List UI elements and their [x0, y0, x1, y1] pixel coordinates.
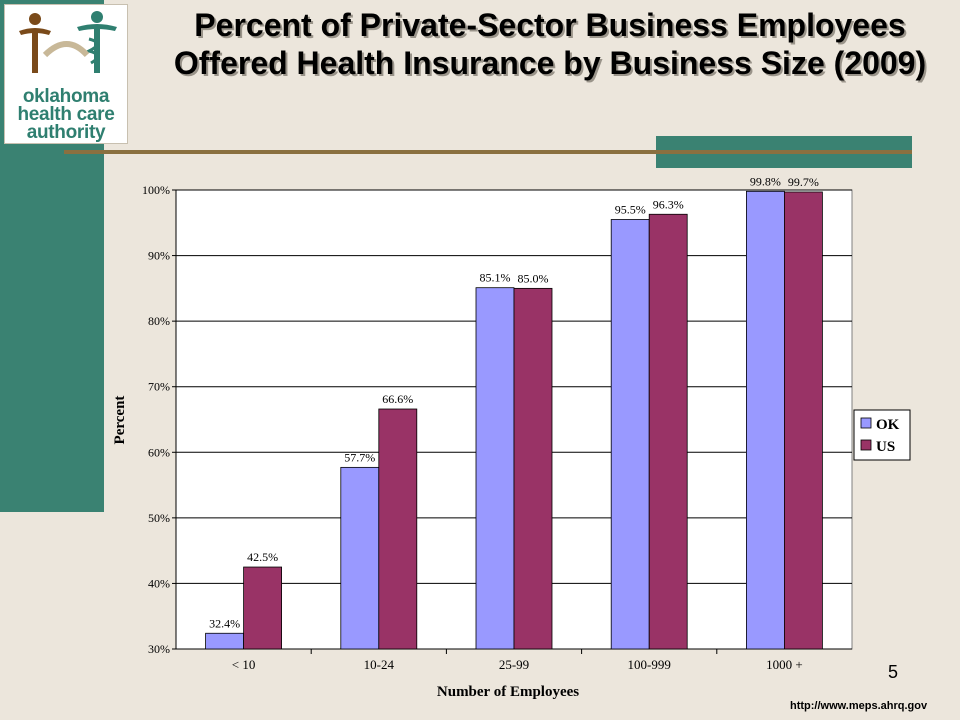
legend-swatch-ok	[860, 417, 872, 429]
x-tick-label: 100-999	[628, 657, 671, 672]
data-label-ok-2: 85.1%	[480, 271, 511, 285]
x-tick-label: 1000 +	[766, 657, 803, 672]
data-label-ok-1: 57.7%	[344, 450, 375, 464]
logo-text-line1: oklahoma	[22, 86, 110, 107]
y-tick-label: 80%	[148, 314, 170, 328]
bar-us-4	[784, 191, 823, 650]
y-tick-label: 40%	[148, 576, 170, 590]
data-label-ok-4: 99.8%	[750, 174, 781, 188]
bar-us-0	[243, 566, 283, 650]
bar-ok-1	[340, 466, 380, 650]
bar-ok-2	[475, 287, 515, 650]
y-tick-label: 30%	[148, 642, 170, 656]
oha-logo: oklahoma health care authority	[4, 4, 128, 144]
legend-label-us: US	[876, 439, 895, 455]
page-number: 5	[888, 662, 899, 682]
y-tick-label: 70%	[148, 380, 170, 394]
bar-ok-3	[610, 219, 650, 650]
y-tick-label: 60%	[148, 445, 170, 459]
x-tick-label: < 10	[232, 657, 256, 672]
y-axis-title: Percent	[112, 396, 128, 445]
logo-text-line3: authority	[26, 122, 106, 143]
data-label-us-0: 42.5%	[247, 550, 278, 564]
data-label-us-2: 85.0%	[518, 271, 549, 285]
y-tick-label: 100%	[142, 183, 170, 197]
data-label-us-4: 99.7%	[788, 175, 819, 189]
bar-us-2	[513, 287, 553, 650]
x-tick-label: 25-99	[499, 657, 529, 672]
slide-title: Percent of Private-Sector Business Emplo…	[173, 7, 927, 81]
x-tick-label: 10-24	[364, 657, 395, 672]
logo-figures-icon	[19, 11, 117, 73]
data-label-ok-0: 32.4%	[209, 616, 240, 630]
y-tick-label: 50%	[148, 511, 170, 525]
bar-us-3	[648, 213, 688, 650]
title-divider	[64, 150, 912, 154]
data-label-us-3: 96.3%	[653, 197, 684, 211]
data-label-ok-3: 95.5%	[615, 203, 646, 217]
logo-text-line2: health care	[17, 104, 115, 125]
legend-swatch-us	[860, 439, 872, 451]
data-label-us-1: 66.6%	[382, 392, 413, 406]
y-tick-label: 90%	[148, 249, 170, 263]
bar-ok-0	[205, 632, 245, 650]
x-axis-title: Number of Employees	[437, 684, 579, 700]
source-url: http://www.meps.ahrq.gov	[790, 700, 928, 712]
bar-us-1	[378, 408, 418, 650]
bar-ok-4	[746, 190, 785, 650]
legend-label-ok: OK	[876, 417, 900, 433]
